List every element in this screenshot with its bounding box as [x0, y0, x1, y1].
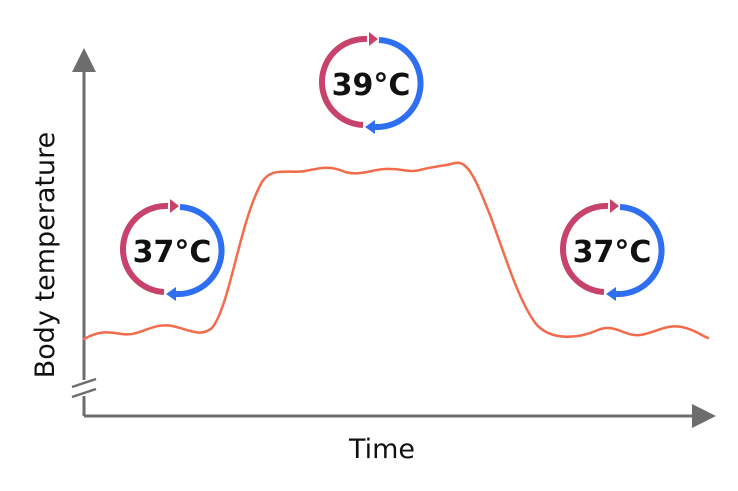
- x-axis-label: Time: [348, 434, 415, 465]
- temperature-curve: [82, 161, 710, 341]
- setpoint-cycle-middle: 39°C: [318, 32, 424, 134]
- cooling-arrow-icon: [606, 204, 665, 301]
- cooling-arrow-icon: [166, 204, 225, 301]
- setpoint-label: 37°C: [573, 235, 652, 270]
- y-axis-label: Body temperature: [30, 132, 61, 378]
- warming-arrow-icon: [559, 199, 619, 295]
- setpoint-cycle-left: 37°C: [119, 199, 225, 301]
- setpoint-cycle-right: 37°C: [559, 199, 665, 301]
- axis-break-icon: [71, 377, 97, 399]
- setpoint-label: 37°C: [133, 235, 212, 270]
- setpoint-label: 39°C: [332, 68, 411, 103]
- warming-arrow-icon: [318, 32, 378, 128]
- warming-arrow-icon: [119, 199, 179, 295]
- cooling-arrow-icon: [365, 37, 424, 134]
